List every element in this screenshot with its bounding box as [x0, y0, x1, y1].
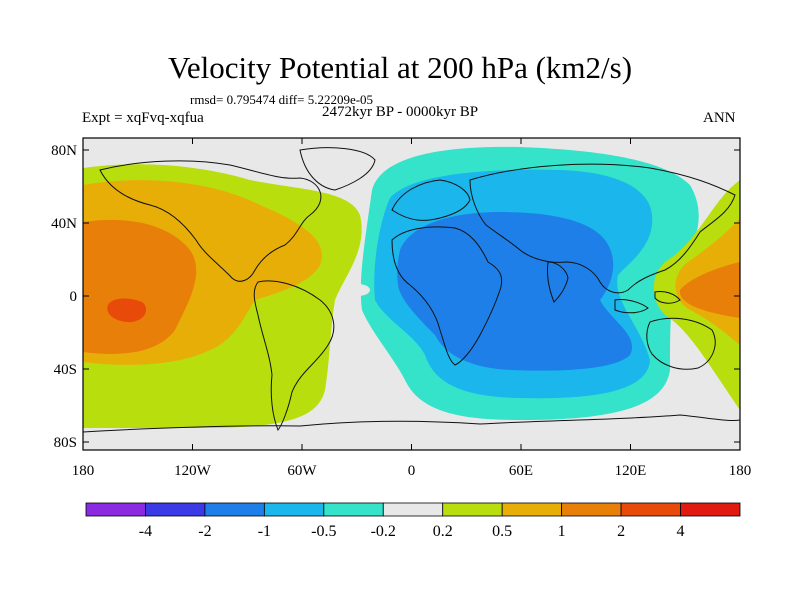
lon-label: 60E [509, 463, 533, 479]
colorbar-label: -1 [258, 523, 271, 540]
colorbar-swatch [263, 502, 325, 517]
colorbar-swatch [620, 502, 681, 517]
period-label: 2472kyr BP - 0000kyr BP [322, 104, 479, 120]
season-label: ANN [703, 110, 736, 126]
colorbar-swatch [561, 502, 622, 517]
plot-title: Velocity Potential at 200 hPa (km2/s) [167, 50, 633, 85]
colorbar-label: -2 [198, 523, 211, 540]
lon-label: 60W [287, 463, 317, 479]
coastlines [83, 147, 740, 433]
lon-label: 180 [72, 463, 95, 479]
colorbar-swatch [204, 502, 265, 517]
longitude-axis: 180 120W 60W 0 60E 120E 180 [72, 138, 752, 479]
colorbar-swatch [145, 502, 206, 517]
rmsd-diff-stats: rmsd= 0.795474 diff= 5.22209e-05 [190, 92, 374, 107]
lat-label: 80S [54, 435, 77, 451]
lat-label: 80N [51, 143, 77, 159]
colorbar-label: -4 [139, 523, 152, 540]
colorbar-label: 0.2 [433, 523, 453, 540]
colorbar-swatch [85, 502, 146, 517]
colorbar-swatch [680, 502, 741, 517]
lon-label: 0 [408, 463, 416, 479]
colorbar-swatch [382, 502, 444, 517]
colorbar-label: 2 [617, 523, 625, 540]
experiment-label: Expt = xqFvq-xqfua [82, 110, 204, 126]
lon-label: 120W [174, 463, 212, 479]
latitude-axis: 80N 40N 0 40S 80S [51, 143, 740, 451]
field-neg-1 [397, 212, 633, 371]
colorbar-label: 0.5 [492, 523, 512, 540]
lon-label: 180 [729, 463, 752, 479]
colorbar: -4 -2 -1 -0.5 -0.2 0.2 0.5 1 2 4 [85, 502, 741, 540]
colorbar-label: 1 [558, 523, 566, 540]
field-neutral-blob [346, 284, 370, 296]
colorbar-swatch [323, 502, 384, 517]
colorbar-swatch [501, 502, 563, 517]
colorbar-label: -0.5 [311, 523, 336, 540]
lon-label: 120E [615, 463, 647, 479]
lat-label: 40N [51, 216, 77, 232]
colorbar-swatch [442, 502, 503, 517]
field-pos-1-east [679, 262, 740, 318]
field-pos-1 [83, 219, 197, 354]
lat-label: 0 [70, 289, 78, 305]
velocity-potential-field [83, 138, 740, 450]
field-pos-2 [107, 298, 147, 323]
lat-label: 40S [54, 362, 77, 378]
colorbar-label: 4 [677, 523, 685, 540]
colorbar-label: -0.2 [371, 523, 396, 540]
